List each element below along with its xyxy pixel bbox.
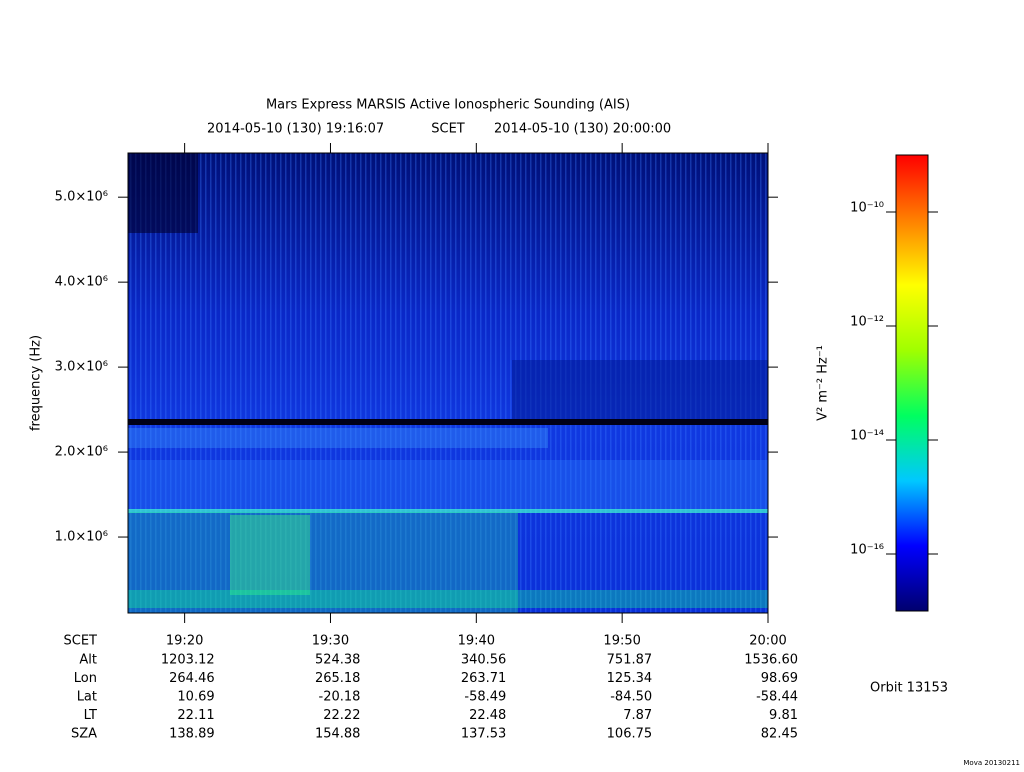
ephemeris-value: -20.18: [319, 690, 361, 705]
ephemeris-label: SCET: [64, 634, 98, 649]
ephemeris-value: -84.50: [610, 690, 652, 705]
y-tick-label: 4.0×10⁶: [55, 275, 108, 290]
start-time: 2014-05-10 (130) 19:16:07: [207, 122, 384, 137]
ephemeris-value: 82.45: [761, 727, 798, 742]
x-tick-label: 19:40: [458, 634, 495, 649]
ephemeris-value: 1536.60: [744, 653, 798, 668]
ephemeris-value: 7.87: [623, 708, 652, 723]
colorbar-tick-label: 10⁻¹⁰: [850, 201, 884, 216]
time-system: SCET: [431, 122, 465, 137]
x-tick-label: 19:50: [603, 634, 640, 649]
plot-frame: [127, 152, 769, 614]
colorbar-tick-label: 10⁻¹⁴: [850, 429, 884, 444]
ephemeris-value: 22.48: [469, 708, 506, 723]
ephemeris-value: 106.75: [607, 727, 653, 742]
ephemeris-label: LT: [84, 708, 97, 723]
orbit: Orbit 13153: [870, 681, 948, 696]
ephemeris-value: -58.44: [756, 690, 798, 705]
ephemeris-value: 154.88: [315, 727, 361, 742]
x-tick-label: 20:00: [749, 634, 786, 649]
ephemeris-value: 1203.12: [161, 653, 215, 668]
ephemeris-value: 22.11: [177, 708, 214, 723]
colorbar-label: V² m⁻² Hz⁻¹: [816, 345, 831, 421]
ephemeris-value: 98.69: [761, 671, 798, 686]
y-tick-label: 2.0×10⁶: [55, 445, 108, 460]
ephemeris-value: 264.46: [169, 671, 215, 686]
y-axis-label: frequency (Hz): [29, 335, 44, 431]
y-tick-label: 5.0×10⁶: [55, 190, 108, 205]
ephemeris-value: 524.38: [315, 653, 361, 668]
ephemeris-value: 265.18: [315, 671, 361, 686]
ephemeris-label: SZA: [71, 727, 97, 742]
spectrogram-image: [128, 153, 768, 613]
footer: Mova 20130211: [963, 759, 1020, 767]
ephemeris-value: 10.69: [177, 690, 214, 705]
ephemeris-label: Lat: [77, 690, 97, 705]
y-tick-label: 3.0×10⁶: [55, 360, 108, 375]
end-time: 2014-05-10 (130) 20:00:00: [494, 122, 671, 137]
ephemeris-value: -58.49: [464, 690, 506, 705]
ephemeris-value: 340.56: [461, 653, 507, 668]
chart-title: Mars Express MARSIS Active Ionospheric S…: [266, 98, 630, 113]
ephemeris-value: 125.34: [607, 671, 653, 686]
ephemeris-value: 9.81: [769, 708, 798, 723]
colorbar-tick-label: 10⁻¹²: [850, 315, 884, 330]
ephemeris-value: 751.87: [607, 653, 653, 668]
x-tick-label: 19:30: [312, 634, 349, 649]
y-tick-label: 1.0×10⁶: [55, 530, 108, 545]
ephemeris-value: 22.22: [323, 708, 360, 723]
ephemeris-value: 138.89: [169, 727, 215, 742]
ephemeris-label: Lon: [74, 671, 97, 686]
ephemeris-value: 263.71: [461, 671, 507, 686]
colorbar: [895, 154, 929, 612]
x-tick-label: 19:20: [166, 634, 203, 649]
ephemeris-label: Alt: [79, 653, 97, 668]
ephemeris-value: 137.53: [461, 727, 507, 742]
colorbar-tick-label: 10⁻¹⁶: [850, 543, 884, 558]
